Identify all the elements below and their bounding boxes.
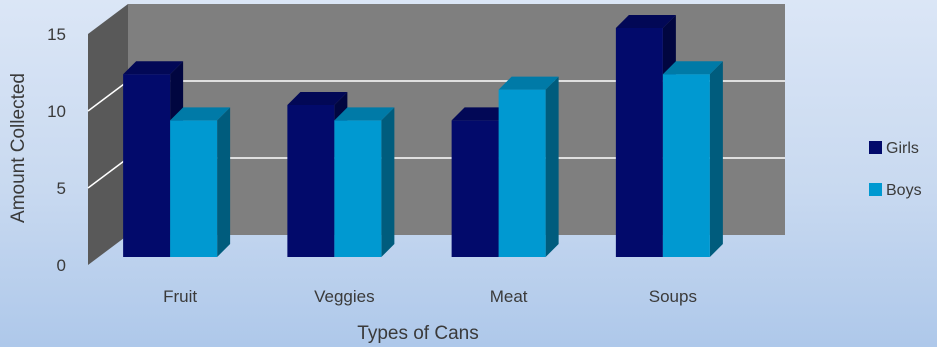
legend-swatch-girls (869, 141, 882, 154)
bar-boys-meat (498, 76, 559, 257)
bar-boys-soups (662, 61, 723, 258)
y-tick-label: 15 (47, 25, 66, 44)
bar-boys-fruit (170, 107, 231, 258)
x-category-label: Soups (649, 287, 697, 306)
x-category-label: Veggies (314, 287, 375, 306)
y-tick-label: 10 (47, 102, 66, 121)
y-tick-label: 0 (57, 256, 66, 275)
side-wall (88, 4, 128, 265)
x-axis-title: Types of Cans (357, 323, 478, 344)
y-tick-label: 5 (57, 179, 66, 198)
bar-boys-veggies (334, 107, 395, 258)
legend-label-girls: Girls (886, 140, 919, 157)
legend-swatch-boys (869, 183, 882, 196)
x-category-label: Fruit (163, 287, 197, 306)
legend: Girls Boys (869, 140, 922, 199)
legend-label-boys: Boys (886, 182, 922, 199)
y-axis-title: Amount Collected (8, 73, 29, 223)
x-category-label: Meat (490, 287, 528, 306)
